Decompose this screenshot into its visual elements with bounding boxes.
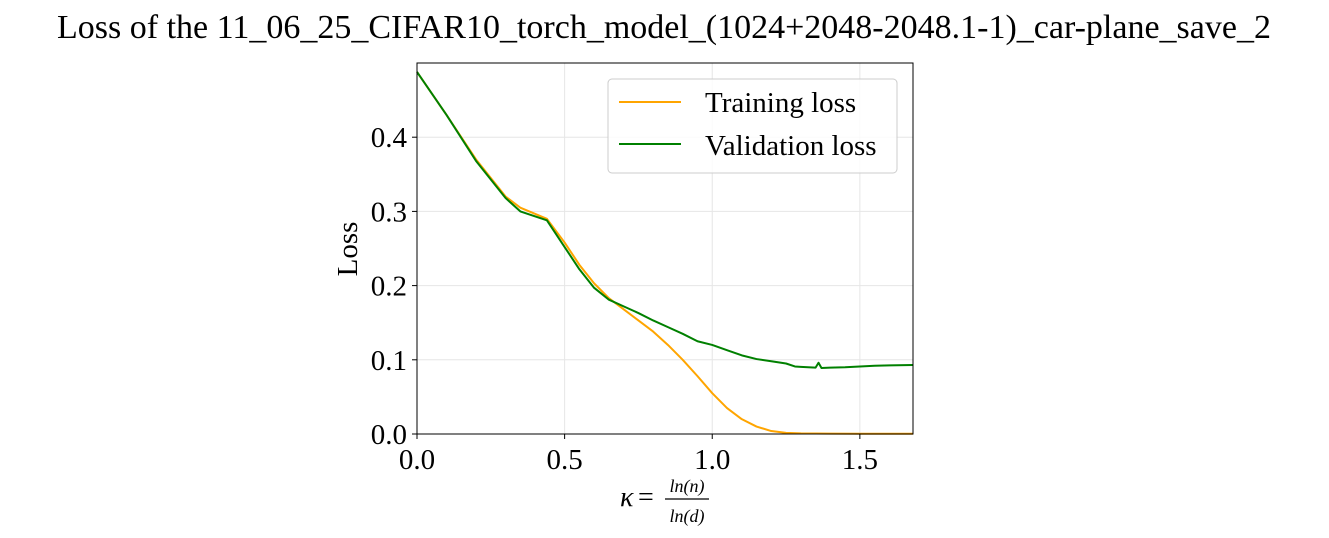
x-axis-label-denominator: ln(d): [670, 506, 705, 527]
legend: Training loss Validation loss: [607, 78, 898, 174]
x-axis-label: κ = ln(n) ln(d): [620, 476, 709, 527]
ticks-layer: 0.0 0.5 1.0 1.5 0.0 0.1 0.2 0.3 0.4: [371, 122, 878, 476]
y-tick-label: 0.3: [371, 196, 407, 228]
legend-label-validation: Validation loss: [705, 130, 877, 162]
x-axis-label-kappa: κ: [620, 482, 634, 513]
y-tick-label: 0.2: [371, 271, 407, 303]
chart-title: Loss of the 11_06_25_CIFAR10_torch_model…: [57, 9, 1271, 46]
y-tick-label: 0.0: [371, 419, 407, 451]
x-tick-label: 0.5: [546, 444, 582, 476]
y-tick-label: 0.1: [371, 345, 407, 377]
y-axis-label: Loss: [332, 222, 364, 277]
series-line-validation: [416, 71, 914, 369]
x-axis-label-equals: =: [638, 482, 654, 513]
y-tick-label: 0.4: [371, 122, 408, 154]
x-tick-label: 1.5: [842, 444, 878, 476]
x-tick-label: 0.0: [399, 444, 435, 476]
series-line-training: [416, 71, 914, 435]
plot-frame: [416, 62, 914, 435]
series-layer: [416, 71, 914, 435]
x-axis-label-numerator: ln(n): [670, 476, 705, 497]
x-tick-label: 1.0: [694, 444, 730, 476]
legend-label-training: Training loss: [705, 87, 856, 119]
